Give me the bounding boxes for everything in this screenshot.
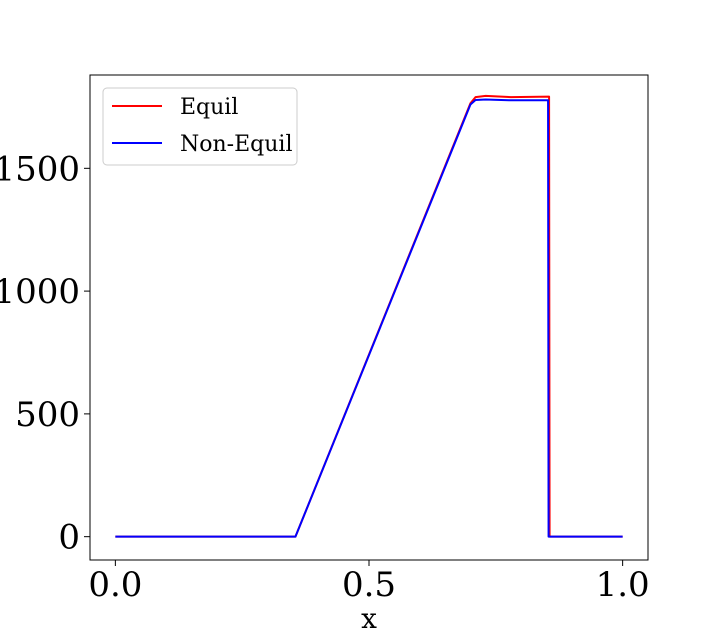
x-tick-label: 0.0 [88,565,142,605]
legend-label-non-equil: Non-Equil [180,132,292,157]
legend: Equil Non-Equil [102,87,298,166]
legend-label-equil: Equil [180,95,238,120]
x-tick-label: 0.5 [342,565,396,605]
x-axis-ticks: 0.0 0.5 1.0 [88,560,650,605]
y-tick-label: 500 [15,395,80,435]
x-tick-label: 1.0 [596,565,650,605]
y-tick-label: 1000 [0,272,80,312]
series-line-non-equil [115,98,623,538]
y-tick-label: 0 [58,518,80,558]
legend-box [102,87,298,166]
series-layer [115,94,623,538]
x-axis-label: x [361,602,377,630]
y-axis-ticks: 0 500 1000 1500 [0,149,90,558]
y-tick-label: 1500 [0,149,80,189]
